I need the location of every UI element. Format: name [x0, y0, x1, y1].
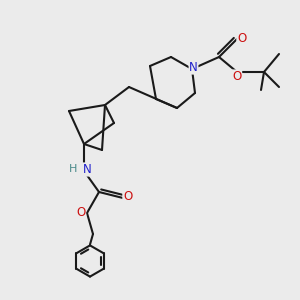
Text: H: H — [69, 164, 78, 175]
Text: O: O — [232, 70, 242, 83]
Text: O: O — [123, 190, 132, 203]
Text: O: O — [76, 206, 85, 220]
Text: N: N — [189, 61, 198, 74]
Text: O: O — [237, 32, 246, 46]
Text: N: N — [82, 163, 91, 176]
